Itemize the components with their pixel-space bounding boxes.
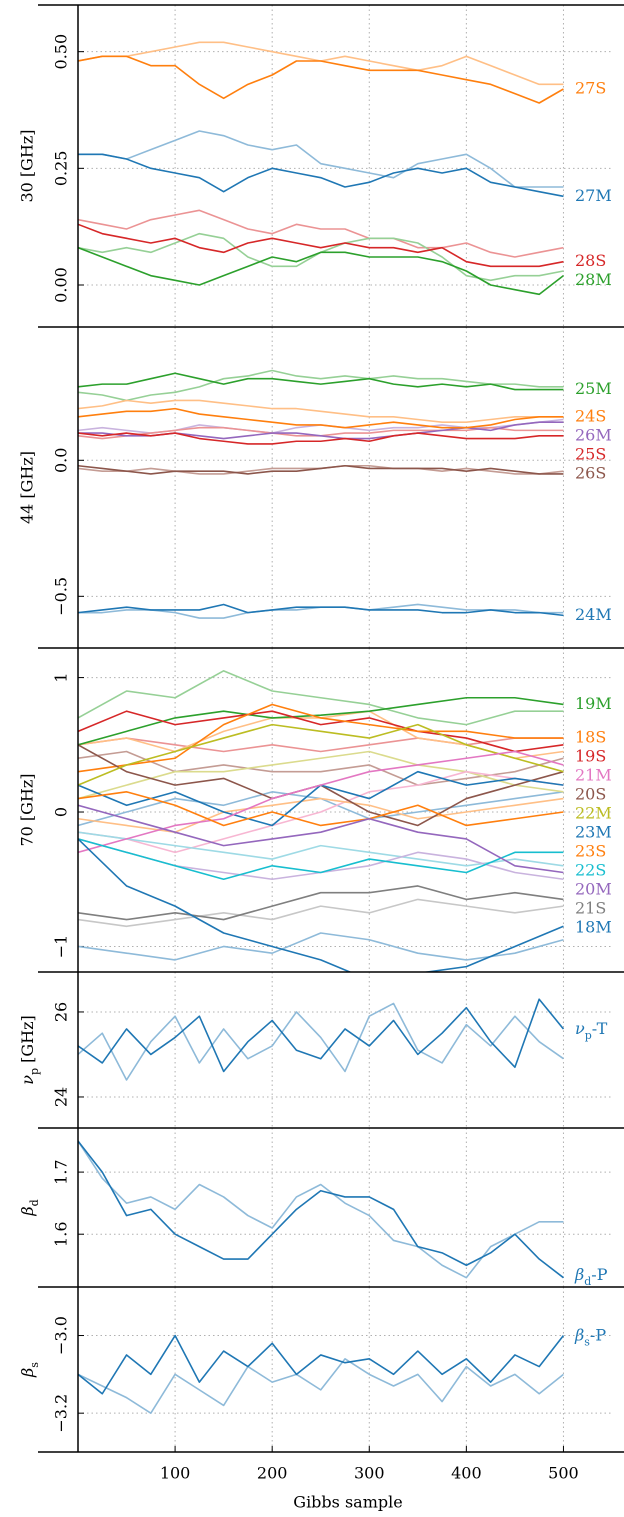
series-label: 25M: [575, 379, 612, 398]
series-label: νp-T: [575, 1018, 608, 1041]
series-label: 28S: [575, 251, 606, 270]
series-line: [78, 464, 564, 475]
series-line: [78, 750, 564, 786]
y-tick-label: −0.5: [52, 577, 71, 616]
y-tick-label: 24: [52, 1087, 71, 1107]
series-line: [78, 130, 564, 188]
y-tick-label: 1.6: [52, 1221, 71, 1246]
series-line: [78, 426, 564, 440]
series-label: βs-P: [574, 1325, 606, 1348]
series-line: [78, 703, 564, 773]
series-line: [78, 804, 564, 874]
y-tick-label: −3.2: [52, 1394, 71, 1433]
y-tick-label: −3.0: [52, 1316, 71, 1355]
x-tick-label: 300: [354, 1464, 385, 1483]
y-tick-label: 26: [52, 1002, 71, 1022]
series-line: [78, 432, 564, 445]
series-label: 19S: [575, 747, 606, 766]
series-label: 21S: [575, 899, 606, 918]
series-line: [78, 791, 564, 827]
x-tick-label: 400: [451, 1464, 482, 1483]
series-label: 18M: [575, 918, 612, 937]
series-line: [78, 770, 564, 854]
plot-area: [78, 1140, 564, 1279]
y-tick-label: 0.50: [52, 34, 71, 70]
series-label: 19M: [575, 694, 612, 713]
series-line: [78, 1002, 564, 1081]
series-line: [78, 464, 564, 475]
series-line: [78, 831, 564, 867]
series-line: [78, 407, 564, 429]
series-label: 24M: [575, 605, 612, 624]
series-line: [78, 838, 564, 972]
series-line: [78, 369, 564, 402]
y-tick-label: 1.7: [52, 1159, 71, 1184]
y-tick-label: 0.00: [52, 267, 71, 303]
x-axis-label: Gibbs sample: [293, 1493, 402, 1512]
series-label: 23S: [575, 842, 606, 861]
series-line: [78, 603, 564, 617]
series-label: 22S: [575, 861, 606, 880]
series-line: [78, 1140, 564, 1279]
series-label: 21M: [575, 766, 612, 785]
series-line: [78, 723, 564, 786]
series-label: 27M: [575, 186, 612, 205]
plot-area: [78, 369, 564, 619]
series-line: [78, 898, 564, 928]
series-line: [78, 797, 564, 833]
series-line: [78, 232, 564, 282]
series-line: [78, 223, 564, 268]
series-line: [78, 41, 564, 86]
y-axis-label: 30 [GHz]: [18, 129, 37, 202]
series-line: [78, 399, 564, 424]
y-tick-label: 0.25: [52, 151, 71, 187]
x-tick-label: 500: [548, 1464, 579, 1483]
series-line: [78, 750, 564, 854]
y-axis-label: νp [GHz]: [18, 1015, 41, 1085]
series-label: 20M: [575, 880, 612, 899]
y-tick-label: −1: [52, 935, 71, 959]
y-tick-label: 0: [52, 807, 71, 817]
y-axis-label: βs: [18, 1362, 41, 1378]
series-line: [78, 885, 564, 921]
series-label: 24S: [575, 406, 606, 425]
series-line: [78, 153, 564, 198]
series-label: βd-P: [574, 1265, 608, 1288]
series-label: 25S: [575, 444, 606, 463]
plot-area: [78, 998, 565, 1081]
series-label: 20S: [575, 785, 606, 804]
series-line: [78, 750, 564, 800]
y-tick-label: 0.0: [52, 448, 71, 473]
series-line: [78, 998, 565, 1073]
plot-area: [78, 670, 564, 972]
series-line: [78, 1334, 565, 1395]
series-line: [78, 670, 564, 726]
series-label: 27S: [575, 79, 606, 98]
series-label: 26S: [575, 463, 606, 482]
x-tick-label: 100: [160, 1464, 191, 1483]
x-tick-label: 200: [257, 1464, 288, 1483]
y-axis-label: 70 [GHz]: [18, 773, 37, 846]
plot-area: [78, 41, 564, 296]
series-line: [78, 246, 564, 296]
series-line: [78, 209, 564, 258]
series-line: [78, 696, 564, 746]
series-line: [78, 55, 564, 104]
series-line: [78, 372, 564, 391]
series-label: 22M: [575, 804, 612, 823]
series-label: 26M: [575, 425, 612, 444]
y-axis-label: βd: [18, 1199, 41, 1216]
series-label: 28M: [575, 270, 612, 289]
y-axis-label: 44 [GHz]: [18, 451, 37, 524]
series-line: [78, 838, 564, 881]
series-line: [78, 932, 564, 961]
series-line: [78, 1358, 564, 1414]
series-label: 23M: [575, 823, 612, 842]
series-label: 18S: [575, 728, 606, 747]
plot-area: [78, 1334, 565, 1414]
y-tick-label: 1: [52, 672, 71, 682]
series-line: [78, 710, 564, 753]
